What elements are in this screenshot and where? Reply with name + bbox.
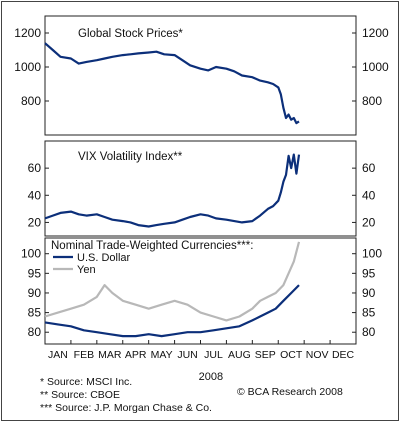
source-notes: * Source: MSCI Inc. ** Source: CBOE *** … — [40, 376, 400, 415]
y-tick-label-left: 90 — [28, 286, 42, 300]
x-tick-label: MAY — [151, 349, 173, 361]
panel-1: 800 800 1000 1000 1200 1200 Global Stock Price… — [14, 15, 389, 136]
panel-title: VIX Volatility Index** — [78, 151, 183, 163]
series-line-u-s-dollar — [44, 284, 300, 338]
y-tick-label-left: 40 — [28, 188, 42, 202]
y-tick-label-right: 100 — [362, 247, 382, 261]
y-tick-label-left: 60 — [28, 161, 42, 175]
y-tick-label-right: 40 — [362, 188, 376, 202]
x-tick-label: JAN — [48, 349, 68, 361]
x-year-label: 2008 — [199, 371, 223, 383]
x-tick-label: APR — [125, 349, 147, 361]
x-tick-label: AUG — [228, 349, 251, 361]
x-tick-label: NOV — [306, 349, 329, 361]
panel-3: 80 80 85 85 90 90 95 95 100 100 Nominal Trade-Weig… — [21, 237, 382, 345]
y-tick-label-right: 1000 — [362, 60, 389, 74]
y-tick-label-right: 90 — [362, 286, 376, 300]
y-tick-label-right: 800 — [362, 94, 382, 108]
y-tick-label-right: 60 — [362, 161, 376, 175]
y-tick-label-left: 80 — [28, 325, 42, 339]
x-tick-label: MAR — [98, 349, 122, 361]
y-tick-label-left: 1000 — [14, 60, 41, 74]
source-note-1: * Source: MSCI Inc. — [40, 376, 133, 388]
y-tick-label-left: 85 — [28, 306, 42, 320]
y-tick-label-left: 800 — [21, 94, 41, 108]
x-tick-label: OCT — [280, 349, 303, 361]
panel-frame — [44, 15, 357, 136]
copyright-credit: © BCA Research 2008 — [237, 386, 343, 398]
y-tick-label-left: 100 — [21, 247, 41, 261]
y-tick-label-left: 1200 — [14, 26, 41, 40]
series-line-2 — [44, 153, 301, 228]
series-line-1 — [44, 42, 300, 125]
panel-frame — [44, 140, 357, 237]
series-line-yen — [44, 241, 301, 322]
y-tick-label-left: 20 — [28, 215, 42, 229]
source-note-3: *** Source: J.P. Morgan Chase & Co. — [40, 402, 212, 414]
x-tick-label: FEB — [74, 349, 94, 361]
y-tick-label-right: 20 — [362, 215, 376, 229]
legend-label: Yen — [77, 264, 96, 276]
panel-title: Global Stock Prices* — [78, 28, 183, 40]
y-tick-label-right: 1200 — [362, 26, 389, 40]
y-tick-label-right: 85 — [362, 306, 376, 320]
source-note-2: ** Source: CBOE — [40, 389, 120, 401]
y-tick-label-left: 95 — [28, 266, 42, 280]
x-tick-label: JUL — [204, 349, 223, 361]
x-tick-label: JUN — [177, 349, 197, 361]
y-tick-label-right: 80 — [362, 325, 376, 339]
x-tick-label: SEP — [255, 349, 276, 361]
panel-title: Nominal Trade-Weighted Currencies***: — [51, 240, 253, 252]
y-tick-label-right: 95 — [362, 266, 376, 280]
x-tick-label: DEC — [332, 349, 355, 361]
panel-2: 20 20 40 40 60 60 VIX Volatility Index** — [28, 140, 376, 237]
legend-label: U.S. Dollar — [77, 252, 131, 264]
